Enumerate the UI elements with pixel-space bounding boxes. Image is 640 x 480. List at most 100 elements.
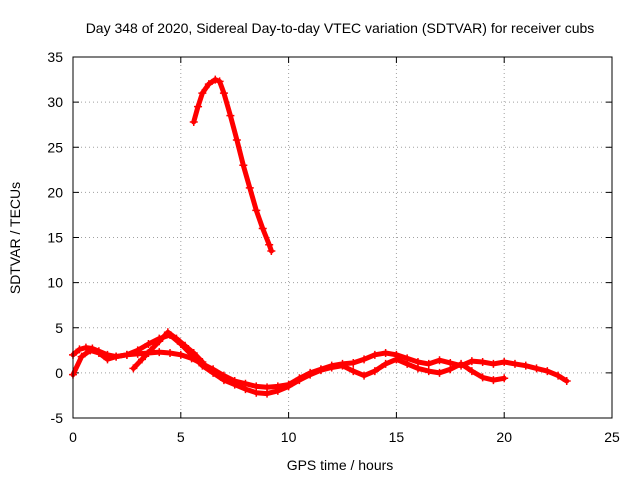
series-track-b [69, 330, 509, 398]
data-point [137, 355, 146, 364]
x-tick-label: 15 [389, 429, 405, 445]
data-point [122, 350, 131, 359]
y-tick-label: 10 [47, 275, 63, 291]
data-point [211, 75, 220, 84]
data-point [457, 359, 466, 368]
plot-border [72, 56, 613, 419]
data-point [198, 358, 207, 367]
data-point [424, 359, 433, 368]
x-tick-label: 20 [496, 429, 512, 445]
x-tick-label: 5 [177, 429, 185, 445]
data-point [189, 117, 198, 126]
data-point [226, 111, 235, 120]
series-track-c [129, 328, 207, 373]
data-point [215, 77, 224, 86]
data-point [510, 359, 519, 368]
series-line [191, 77, 274, 254]
data-point [252, 388, 261, 397]
series-steep-track [189, 75, 276, 256]
data-point [112, 352, 121, 361]
data-point [554, 371, 563, 380]
data-point [172, 334, 181, 343]
data-point [273, 386, 282, 395]
x-tick-label: 25 [604, 429, 620, 445]
y-tick-labels: -5 0 5 10 15 20 25 30 35 [47, 49, 63, 426]
data-point [198, 89, 207, 98]
data-point [155, 337, 164, 346]
data-point [562, 376, 571, 385]
data-point [265, 240, 274, 249]
data-point [263, 389, 272, 398]
data-point [181, 341, 190, 350]
data-point [81, 343, 90, 352]
data-point [258, 224, 267, 233]
data-point [532, 364, 541, 373]
data-point [166, 349, 175, 358]
y-axis-label: SDTVAR / TECUs [7, 182, 23, 294]
data-point [219, 89, 228, 98]
data-point [163, 328, 172, 337]
data-point [500, 358, 509, 367]
series-track-a [69, 343, 571, 392]
data-point [103, 355, 112, 364]
y-tick-label: 25 [47, 139, 63, 155]
data-point [194, 102, 203, 111]
chart-title: Day 348 of 2020, Sidereal Day-to-day VTE… [86, 20, 595, 36]
data-point [241, 385, 250, 394]
y-tick-label: 35 [47, 49, 63, 65]
y-tick-label: 30 [47, 94, 63, 110]
data-point [424, 367, 433, 376]
data-point [381, 359, 390, 368]
x-tick-labels: 0 5 10 15 20 25 [69, 429, 620, 445]
data-point [316, 366, 325, 375]
data-point [295, 376, 304, 385]
data-point [209, 368, 218, 377]
data-point [543, 367, 552, 376]
data-point [133, 346, 142, 355]
data-point [230, 380, 239, 389]
data-point [155, 348, 164, 357]
data-point [86, 346, 95, 355]
data-series [69, 75, 571, 398]
data-point [245, 183, 254, 192]
data-point [239, 161, 248, 170]
data-point [327, 363, 336, 372]
data-point [144, 339, 153, 348]
data-point [446, 365, 455, 374]
x-axis-label: GPS time / hours [287, 457, 394, 473]
y-tick-label: 0 [55, 365, 63, 381]
data-point [306, 370, 315, 379]
data-point [189, 349, 198, 358]
data-point [467, 357, 476, 366]
data-point [478, 373, 487, 382]
data-point [176, 350, 185, 359]
data-point [435, 356, 444, 365]
data-point [267, 247, 276, 256]
data-point [284, 382, 293, 391]
data-point [232, 136, 241, 145]
y-tick-label: 5 [55, 320, 63, 336]
data-point [381, 349, 390, 358]
data-point [521, 361, 530, 370]
data-point [204, 80, 213, 89]
data-point [413, 364, 422, 373]
x-tick-label: 10 [281, 429, 297, 445]
data-point [219, 376, 228, 385]
data-point [94, 349, 103, 358]
y-tick-label: 20 [47, 184, 63, 200]
data-point [370, 350, 379, 359]
data-point [489, 359, 498, 368]
y-tick-label: -5 [51, 410, 64, 426]
data-point [403, 359, 412, 368]
data-point [467, 367, 476, 376]
y-tick-label: 15 [47, 230, 63, 246]
data-point [146, 346, 155, 355]
data-point [392, 355, 401, 364]
data-point [77, 352, 86, 361]
data-point [500, 374, 509, 383]
data-point [435, 368, 444, 377]
data-point [489, 376, 498, 385]
data-point [349, 358, 358, 367]
data-point [129, 364, 138, 373]
